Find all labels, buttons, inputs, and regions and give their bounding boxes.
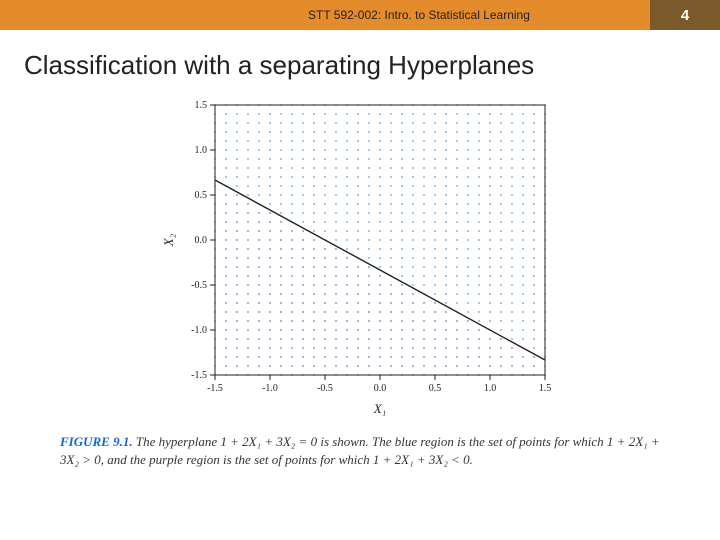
page-number: 4 bbox=[650, 0, 720, 30]
svg-text:X₂: X₂ bbox=[161, 233, 176, 247]
header-bar: STT 592-002: Intro. to Statistical Learn… bbox=[0, 0, 720, 30]
svg-text:-1.5: -1.5 bbox=[191, 370, 207, 381]
svg-text:0.0: 0.0 bbox=[195, 235, 208, 246]
figure-caption: FIGURE 9.1. The hyperplane 1 + 2X₁ + 3X₂… bbox=[0, 427, 720, 468]
svg-text:1.0: 1.0 bbox=[484, 383, 497, 394]
header-accent bbox=[0, 0, 300, 30]
hyperplane-chart: -1.5 -1.0 -0.5 0.0 0.5 1.0 1.5 -1.5 -1.0 -0.5 0.0 0… bbox=[150, 87, 570, 427]
svg-text:1.5: 1.5 bbox=[539, 383, 552, 394]
svg-text:-1.5: -1.5 bbox=[207, 383, 223, 394]
svg-text:-1.0: -1.0 bbox=[262, 383, 278, 394]
svg-text:0.5: 0.5 bbox=[195, 190, 208, 201]
figure: -1.5 -1.0 -0.5 0.0 0.5 1.0 1.5 -1.5 -1.0 -0.5 0.0 0… bbox=[0, 87, 720, 468]
course-title: STT 592-002: Intro. to Statistical Learn… bbox=[300, 0, 650, 30]
svg-text:-0.5: -0.5 bbox=[317, 383, 333, 394]
caption-text: The hyperplane 1 + 2X₁ + 3X₂ = 0 is show… bbox=[60, 434, 660, 467]
svg-text:-0.5: -0.5 bbox=[191, 280, 207, 291]
svg-text:0.5: 0.5 bbox=[429, 383, 442, 394]
caption-label: FIGURE 9.1. bbox=[60, 434, 133, 449]
svg-text:1.5: 1.5 bbox=[195, 100, 208, 111]
svg-text:-1.0: -1.0 bbox=[191, 325, 207, 336]
svg-text:1.0: 1.0 bbox=[195, 145, 208, 156]
svg-text:0.0: 0.0 bbox=[374, 383, 387, 394]
svg-text:X₁: X₁ bbox=[373, 401, 386, 416]
slide-title: Classification with a separating Hyperpl… bbox=[0, 30, 720, 87]
